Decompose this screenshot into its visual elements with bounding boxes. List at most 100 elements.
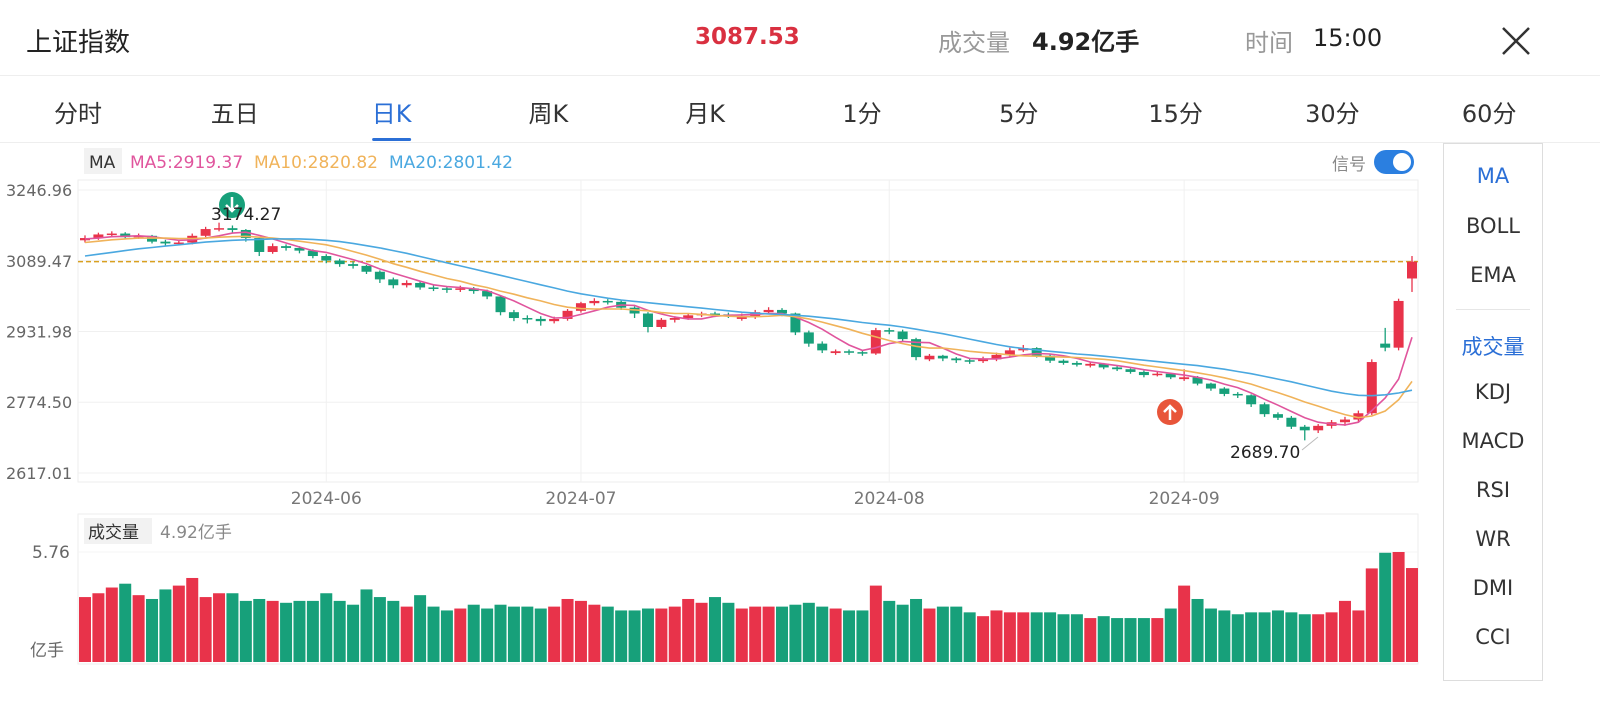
indicator-item[interactable]: MACD	[1461, 429, 1525, 453]
volume-bar	[1124, 618, 1137, 662]
volume-bar	[1312, 614, 1325, 662]
candle-body	[575, 303, 586, 311]
volume-bar	[521, 606, 534, 662]
volume-bar	[347, 604, 360, 662]
period-tab[interactable]: 15分	[1148, 100, 1203, 128]
volume-bar	[481, 608, 494, 662]
volume-bar	[735, 608, 748, 662]
volume-bar	[1030, 612, 1043, 662]
candle-body	[200, 229, 211, 236]
period-tab[interactable]: 分时	[54, 100, 102, 128]
ma-line	[84, 235, 1413, 419]
x-tick-label: 2024-08	[854, 489, 925, 509]
indicator-item[interactable]: KDJ	[1474, 380, 1512, 404]
volume-bar	[601, 606, 614, 662]
period-tab[interactable]: 周K	[528, 100, 569, 128]
indicator-item[interactable]: CCI	[1475, 625, 1511, 649]
volume-bar	[950, 606, 963, 662]
close-button[interactable]	[1500, 25, 1532, 57]
candle-body	[642, 313, 653, 328]
candle-body	[562, 310, 573, 319]
candle-body	[294, 247, 305, 251]
indicator-item[interactable]: DMI	[1472, 576, 1514, 600]
volume-bar	[574, 600, 587, 662]
volume-bar	[360, 589, 373, 662]
candle-body	[857, 352, 868, 354]
x-tick-label: 2024-07	[545, 489, 616, 509]
period-tab[interactable]: 五日	[210, 100, 259, 128]
low-leader	[1301, 436, 1319, 451]
indicator-item[interactable]: MA	[1476, 164, 1510, 188]
volume-bar	[427, 606, 440, 662]
candle-body	[468, 288, 479, 292]
volume-bar	[293, 600, 306, 662]
indicator-item[interactable]: 成交量	[1461, 335, 1525, 359]
period-tab[interactable]: 月K	[685, 100, 726, 128]
candle-body	[428, 287, 439, 289]
volume-bar	[668, 606, 681, 662]
period-tab[interactable]: 30分	[1305, 100, 1360, 128]
candle-body	[441, 288, 452, 290]
candle-body	[1179, 377, 1190, 380]
time-label: 时间	[1245, 29, 1293, 57]
volume-bar	[561, 598, 574, 662]
period-tab[interactable]: 5分	[999, 100, 1039, 128]
candle-body	[1098, 363, 1109, 368]
volume-label: 成交量	[938, 29, 1010, 57]
candle-body	[656, 319, 667, 328]
period-tab[interactable]: 1分	[842, 100, 882, 128]
volume-bar	[722, 602, 735, 662]
volume-bar	[1111, 618, 1124, 662]
legend-entry: MA20:2801.42	[389, 153, 513, 173]
volume-bar	[1084, 618, 1097, 662]
signal-toggle[interactable]	[1374, 150, 1414, 174]
volume-bar	[990, 610, 1003, 662]
ma-line	[84, 231, 1413, 426]
volume-bar	[1218, 610, 1231, 662]
candle-body	[683, 315, 694, 319]
y-tick-label: 2774.50	[6, 393, 72, 412]
volume-bar	[1365, 568, 1378, 662]
volume-bar	[1191, 598, 1204, 662]
candle-body	[361, 265, 372, 272]
volume-bar	[1097, 616, 1110, 662]
legend-entry: MA5:2919.37	[130, 153, 243, 173]
volume-bar	[896, 604, 909, 662]
volume-bar	[829, 608, 842, 662]
indicator-item[interactable]: EMA	[1470, 263, 1516, 287]
volume-bar	[306, 600, 319, 662]
candle-body	[120, 233, 131, 238]
candle-body	[924, 355, 935, 360]
candle-body	[937, 355, 948, 359]
candle-body	[1004, 350, 1015, 355]
volume-bar	[802, 602, 815, 662]
volume-bar	[1298, 614, 1311, 662]
candle-body	[214, 228, 225, 230]
volume-bar	[213, 593, 226, 662]
candle-body	[1125, 369, 1136, 372]
toggle-knob	[1393, 153, 1411, 171]
volume-bar	[226, 593, 239, 662]
candle-body	[763, 309, 774, 313]
volume-area	[77, 513, 1419, 665]
candle-body	[334, 260, 345, 265]
volume-bar	[1057, 614, 1070, 662]
y-tick-label: 2931.98	[6, 323, 72, 342]
volume-bar	[440, 610, 453, 662]
candle-body	[1058, 360, 1069, 363]
candle-body	[388, 279, 399, 286]
indicator-item[interactable]: RSI	[1475, 478, 1511, 502]
indicator-item[interactable]: WR	[1475, 527, 1511, 551]
period-tab[interactable]: 60分	[1461, 100, 1517, 128]
indicator-item[interactable]: BOLL	[1466, 214, 1520, 238]
volume-bar	[333, 600, 346, 662]
candle-body	[830, 351, 841, 354]
volume-bar	[320, 593, 333, 662]
period-tab[interactable]: 日K	[371, 94, 411, 141]
index-name: 上证指数	[26, 28, 131, 58]
price: 3087.53	[695, 24, 800, 50]
volume-bar	[762, 606, 775, 662]
candle-body	[589, 300, 600, 304]
candle-body	[1192, 377, 1203, 384]
volume-bar	[977, 616, 990, 662]
